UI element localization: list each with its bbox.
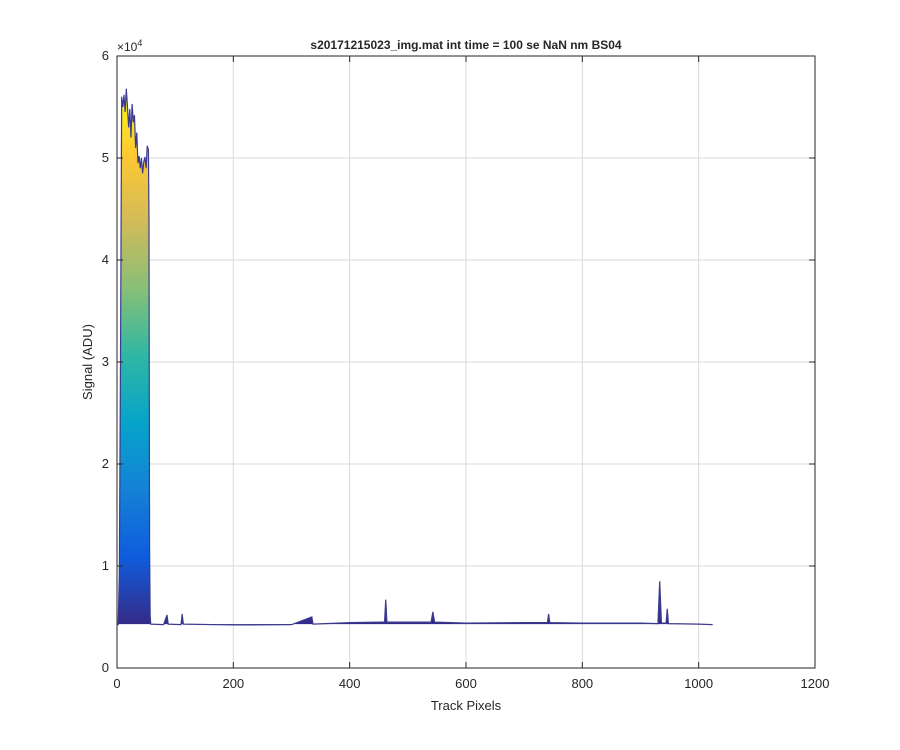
x-axis-label: Track Pixels [431, 698, 502, 713]
y-axis-exponent: ×104 [117, 38, 142, 54]
x-tick-label: 200 [222, 676, 244, 691]
y-tick-label: 6 [102, 48, 109, 63]
chart-title: s20171215023_img.mat int time = 100 se N… [310, 38, 622, 52]
y-tick-label: 0 [102, 660, 109, 675]
x-tick-label: 1000 [684, 676, 713, 691]
y-tick-label: 4 [102, 252, 109, 267]
signal-line [116, 88, 713, 626]
y-axis-ticks: 0 1 2 3 4 5 6 [102, 48, 815, 675]
y-tick-label: 2 [102, 456, 109, 471]
x-tick-label: 0 [113, 676, 120, 691]
x-axis-ticks: 0 200 400 600 800 1000 1200 [113, 56, 829, 691]
x-tick-label: 800 [571, 676, 593, 691]
y-tick-label: 1 [102, 558, 109, 573]
x-tick-label: 400 [339, 676, 361, 691]
y-tick-label: 5 [102, 150, 109, 165]
y-axis-label: Signal (ADU) [80, 324, 95, 400]
x-tick-label: 600 [455, 676, 477, 691]
plot-area [116, 88, 713, 626]
grid-lines [117, 56, 815, 668]
y-tick-label: 3 [102, 354, 109, 369]
x-tick-label: 1200 [801, 676, 830, 691]
